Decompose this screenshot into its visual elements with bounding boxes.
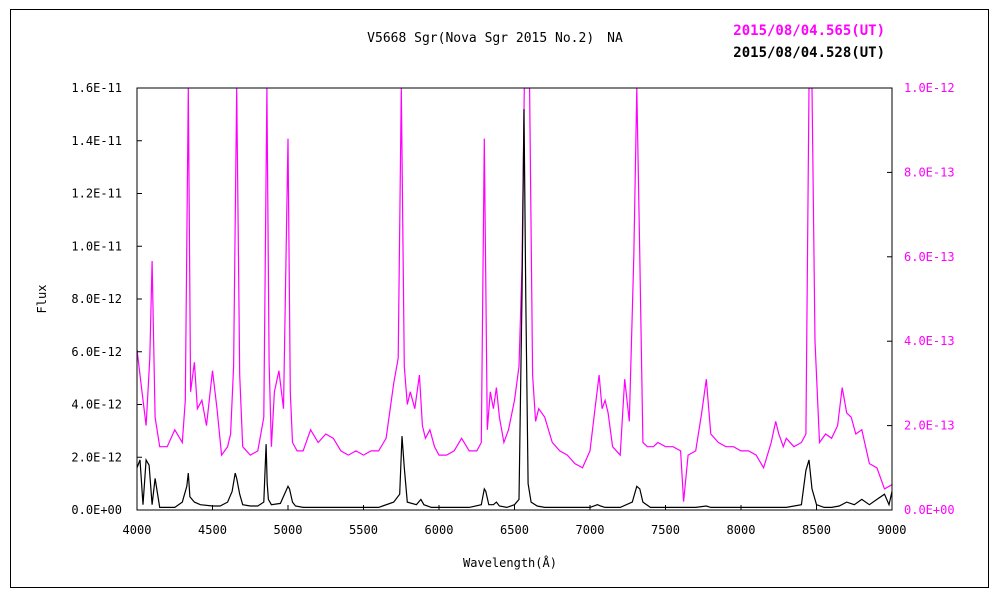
x-tick-label: 6000 (425, 523, 454, 537)
y-left-tick-label: 2.0E-12 (71, 450, 122, 464)
y-left-tick-label: 1.0E-11 (71, 239, 122, 253)
plot-area: 4000 4500 5000 5500 6000 6500 7000 7500 8000 8500… (71, 81, 954, 537)
x-tick-label: 8000 (727, 523, 756, 537)
x-tick-label: 5500 (349, 523, 378, 537)
x-tick-label: 4500 (198, 523, 227, 537)
x-tick-label: 8500 (802, 523, 831, 537)
y-left-tick-label: 1.4E-11 (71, 134, 122, 148)
y-right-tick-label: 1.0E-12 (904, 81, 955, 95)
x-tick-label: 6500 (500, 523, 529, 537)
chart-frame (10, 9, 989, 588)
y-left-tick-label: 1.2E-11 (71, 187, 122, 201)
y-right-tick-label: 6.0E-13 (904, 250, 955, 264)
series-line-0 (137, 88, 892, 502)
plot-border (136, 87, 893, 511)
legend-series-magenta: 2015/08/04.565(UT) (733, 23, 885, 39)
legend-series-black: 2015/08/04.528(UT) (733, 45, 885, 61)
x-tick-label: 5000 (274, 523, 303, 537)
chart-title: V5668 Sgr(Nova Sgr 2015 No.2) NA (367, 31, 623, 46)
y-left-tick-label: 1.6E-11 (71, 81, 122, 95)
x-tick-label: 7000 (576, 523, 605, 537)
y-right-tick-label: 2.0E-13 (904, 419, 955, 433)
x-tick-label: 7500 (651, 523, 680, 537)
x-tick-label: 4000 (123, 523, 152, 537)
x-axis-label: Wavelength(Å) (463, 555, 557, 570)
y-left-tick-label: 6.0E-12 (71, 345, 122, 359)
y-right-tick-label: 8.0E-13 (904, 165, 955, 179)
y-left-tick-label: 8.0E-12 (71, 292, 122, 306)
y-right-tick-label: 4.0E-13 (904, 334, 955, 348)
y-left-tick-label: 4.0E-12 (71, 398, 122, 412)
y-right-tick-label: 0.0E+00 (904, 503, 955, 517)
x-tick-label: 9000 (878, 523, 907, 537)
y-axis-label: Flux (35, 285, 49, 314)
y-left-tick-label: 0.0E+00 (71, 503, 122, 517)
series-line-1 (137, 109, 892, 509)
